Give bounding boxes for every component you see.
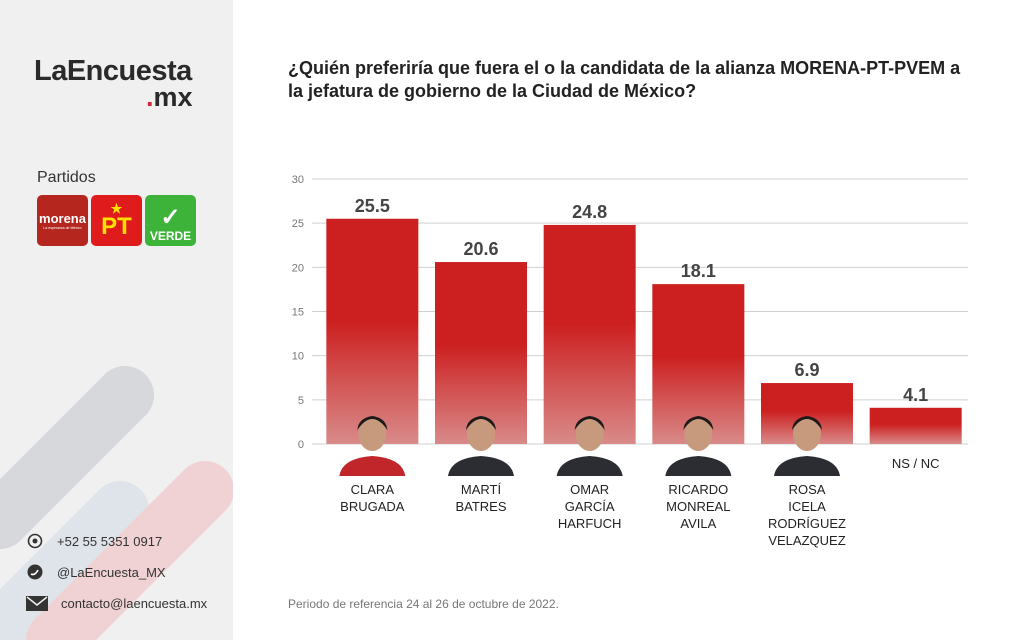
category-label: BRUGADA (340, 499, 405, 514)
candidate-photo (448, 416, 514, 476)
y-tick-label: 5 (298, 395, 304, 407)
data-label: 4.1 (903, 385, 928, 405)
data-label: 6.9 (794, 360, 819, 380)
category-label: RODRÍGUEZ (768, 516, 846, 531)
contact-text: +52 55 5351 0917 (57, 533, 163, 549)
contact-email[interactable]: contacto@laencuesta.mx (26, 595, 207, 611)
photo-shoulders (556, 456, 623, 476)
category-label: OMAR (570, 482, 609, 497)
check-icon: ✓ (160, 204, 181, 231)
candidate-photo (556, 416, 623, 476)
pt-logo-text: PT (101, 212, 132, 240)
data-label: 25.5 (355, 196, 390, 216)
y-tick-label: 0 (298, 439, 304, 451)
star-icon: ★ (110, 200, 123, 216)
category-label: ICELA (788, 499, 826, 514)
category-label: HARFUCH (558, 516, 622, 531)
brand-logo-tld: .mx (146, 82, 193, 113)
candidate-photo (665, 416, 732, 476)
decorative-stripe (0, 481, 149, 640)
category-label: MARTÍ (461, 482, 502, 497)
category-label: NS / NC (892, 456, 940, 471)
mail-icon (26, 595, 48, 611)
data-label: 24.8 (572, 202, 607, 222)
photo-shoulders (774, 456, 840, 476)
photo-face (575, 417, 604, 451)
photo-hair (683, 416, 714, 430)
y-tick-label: 10 (292, 351, 304, 363)
bar (543, 224, 636, 444)
contact-text: @LaEncuesta_MX (57, 564, 166, 580)
sidebar: LaEncuesta .mx Partidos morena La espera… (0, 0, 233, 640)
parties-label: Partidos (37, 169, 96, 186)
morena-logo: morena La esperanza de México (37, 195, 88, 246)
data-label: 18.1 (681, 261, 716, 281)
brand-tld: mx (153, 82, 193, 112)
brand-logo: LaEncuesta (34, 55, 192, 87)
photo-shoulders (448, 456, 514, 476)
category-label: CLARA (351, 482, 395, 497)
contact-text: contacto@laencuesta.mx (61, 595, 208, 611)
y-tick-label: 20 (292, 262, 304, 274)
photo-hair (792, 416, 822, 430)
photo-face (684, 417, 713, 451)
contact-whatsapp[interactable]: +52 55 5351 0917 (26, 533, 162, 549)
candidate-photo (774, 416, 840, 476)
category-label: AVILA (680, 516, 716, 531)
photo-face (467, 417, 495, 451)
pt-logo: ★ PT (91, 195, 142, 246)
data-label: 20.6 (463, 239, 498, 259)
photo-face (793, 417, 821, 451)
category-label: VELAZQUEZ (768, 533, 845, 548)
verde-logo-text: VERDE (149, 229, 192, 243)
photo-face (358, 417, 387, 451)
y-tick-label: 25 (292, 218, 304, 230)
photo-hair (574, 416, 605, 430)
twitter-icon (26, 564, 44, 580)
contact-twitter[interactable]: @LaEncuesta_MX (26, 564, 166, 580)
photo-shoulders (339, 456, 406, 476)
candidate-photo (339, 416, 406, 476)
brand-dot: . (146, 82, 154, 112)
bar (326, 218, 419, 444)
category-label: GARCÍA (565, 499, 615, 514)
chart-title: ¿Quién preferiría que fuera el o la cand… (288, 58, 961, 101)
category-label: BATRES (455, 499, 506, 514)
y-tick-label: 30 (292, 174, 304, 186)
category-label: ROSA (789, 482, 826, 497)
reference-period: Periodo de referencia 24 al 26 de octubr… (288, 597, 559, 611)
verde-logo: ✓ VERDE (145, 195, 196, 246)
bar (435, 262, 527, 444)
photo-hair (466, 416, 496, 430)
bar (869, 407, 962, 444)
decorative-stripe (26, 461, 233, 640)
morena-logo-text: morena (39, 211, 86, 226)
decorative-stripe (0, 366, 154, 549)
whatsapp-icon (26, 533, 44, 549)
category-label: MONREAL (666, 499, 730, 514)
category-label: RICARDO (668, 482, 728, 497)
photo-shoulders (665, 456, 732, 476)
morena-logo-subtitle: La esperanza de México (43, 226, 82, 230)
photo-hair (357, 416, 388, 430)
y-tick-label: 15 (292, 307, 304, 319)
decorative-stripes (0, 366, 233, 640)
